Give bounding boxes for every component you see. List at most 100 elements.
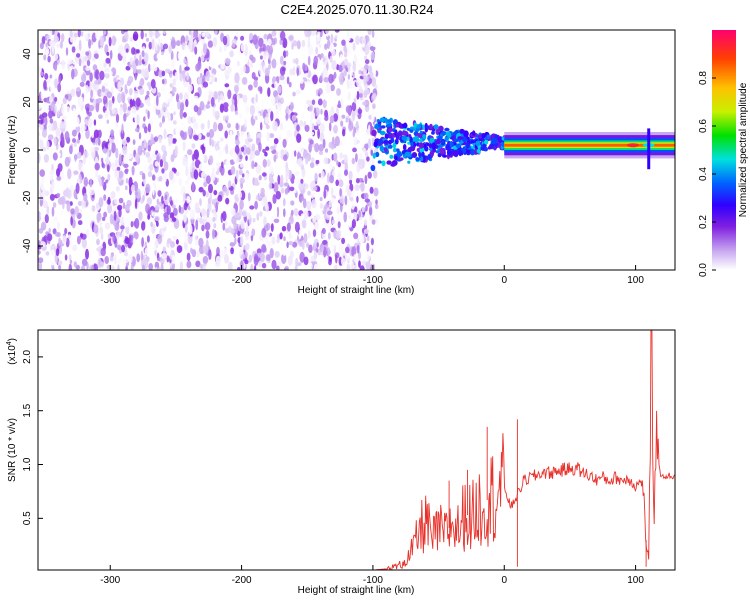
noise-blob: [66, 88, 72, 94]
noise-blob: [234, 237, 237, 245]
noise-blob: [144, 133, 150, 141]
noise-blob: [290, 151, 294, 162]
noise-blob: [239, 154, 243, 160]
noise-blob: [283, 208, 286, 218]
noise-blob: [267, 38, 272, 46]
noise-blob: [80, 265, 86, 270]
noise-blob: [353, 137, 357, 146]
noise-blob: [340, 97, 344, 109]
noise-blob: [332, 136, 335, 145]
noise-blob: [158, 175, 163, 182]
noise-blob: [82, 125, 86, 131]
noise-blob: [54, 53, 59, 60]
noise-blob: [92, 263, 99, 270]
noise-blob: [117, 92, 122, 104]
noise-blob: [224, 83, 230, 88]
noise-blob: [357, 57, 360, 68]
noise-blob: [46, 233, 53, 242]
transition-blob: [458, 150, 464, 156]
noise-blob: [265, 51, 269, 60]
noise-blob: [192, 153, 195, 161]
noise-blob: [358, 260, 361, 268]
noise-blob: [266, 159, 271, 167]
noise-blob: [80, 233, 83, 238]
noise-blob: [262, 148, 266, 154]
noise-blob: [254, 150, 260, 156]
noise-blob: [148, 263, 153, 270]
noise-blob: [305, 36, 309, 47]
noise-blob: [324, 148, 329, 153]
noise-blob: [56, 192, 61, 198]
x-tick-label: 0: [501, 275, 507, 286]
noise-blob: [114, 158, 119, 168]
noise-blob: [239, 163, 244, 168]
transition-blob: [383, 140, 389, 144]
transition-blob: [480, 146, 485, 151]
noise-blob: [286, 76, 290, 85]
noise-blob: [61, 33, 65, 43]
noise-blob: [116, 244, 122, 251]
noise-blob: [271, 30, 277, 37]
noise-blob: [317, 98, 323, 106]
noise-blob: [375, 199, 378, 205]
noise-blob: [324, 43, 328, 50]
noise-blob: [113, 77, 118, 83]
noise-blob: [372, 103, 376, 110]
noise-blob: [209, 136, 212, 147]
noise-blob: [201, 224, 205, 232]
noise-blob: [273, 90, 279, 98]
noise-blob: [123, 113, 127, 122]
snr-y-ticks: 0.5 1.0 1.5 2.0: [22, 350, 43, 525]
noise-blob: [234, 140, 241, 145]
snr-y-label: SNR (10 * v/v): [7, 418, 18, 482]
noise-blob: [76, 138, 80, 144]
noise-blob: [183, 80, 188, 88]
noise-blob: [259, 211, 263, 217]
noise-blob: [81, 238, 87, 249]
noise-blob: [250, 264, 254, 270]
noise-blob: [295, 257, 299, 268]
noise-blob: [70, 88, 76, 97]
noise-blob: [363, 90, 368, 98]
noise-blob: [324, 30, 329, 34]
noise-blob: [208, 94, 212, 100]
noise-blob: [330, 187, 334, 197]
noise-blob: [51, 206, 55, 217]
noise-blob: [350, 212, 354, 218]
y-tick-label: 0: [22, 147, 33, 153]
noise-blob: [253, 79, 258, 88]
noise-blob: [99, 61, 104, 71]
carrier-hotspot: [627, 143, 639, 148]
noise-blob: [364, 64, 369, 71]
noise-blob: [111, 108, 116, 115]
snr-series-line: [38, 330, 675, 570]
noise-blob: [279, 122, 284, 131]
colorbar-tick-label: 0.0: [698, 263, 709, 277]
noise-blob: [130, 264, 134, 270]
noise-blob: [132, 112, 137, 118]
noise-blob: [164, 194, 168, 201]
noise-blob: [247, 192, 251, 202]
noise-blob: [110, 252, 115, 257]
noise-blob: [49, 169, 55, 176]
noise-blob: [153, 63, 158, 72]
noise-blob: [61, 136, 65, 146]
transition-blob: [388, 127, 394, 132]
noise-blob: [45, 163, 49, 172]
noise-blob: [92, 64, 98, 71]
transition-blob: [484, 139, 489, 145]
transition-blob: [386, 119, 392, 123]
noise-blob: [140, 250, 144, 262]
noise-blob: [204, 222, 211, 231]
noise-blob: [140, 106, 146, 118]
noise-blob: [80, 50, 86, 56]
noise-blob: [151, 211, 156, 217]
noise-blob: [115, 147, 119, 159]
noise-blob: [114, 170, 120, 179]
noise-blob: [339, 53, 344, 63]
transition-blob: [426, 125, 430, 129]
noise-blob: [102, 95, 108, 105]
noise-blob: [99, 47, 103, 53]
noise-blob: [311, 99, 316, 105]
noise-blob: [367, 30, 372, 36]
